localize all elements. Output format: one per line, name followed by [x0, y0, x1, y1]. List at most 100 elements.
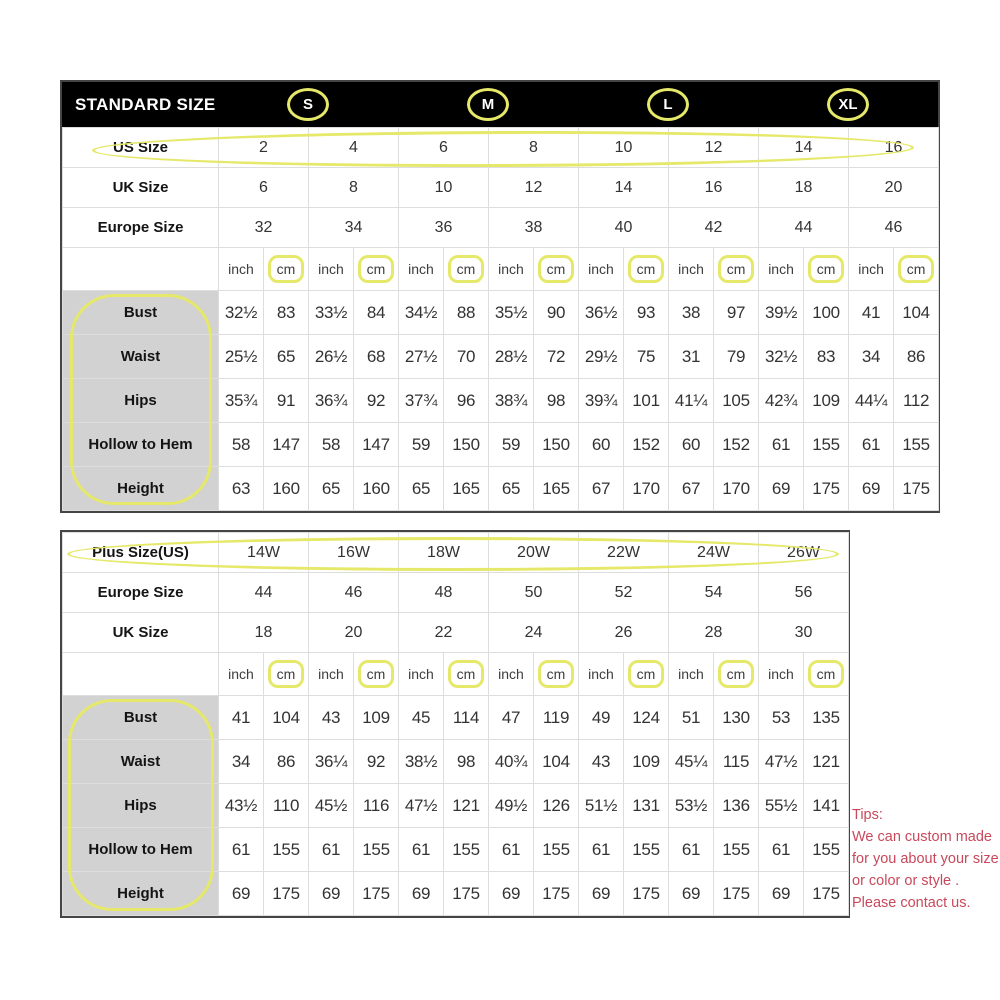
unit-cm-highlight-chip: cm	[357, 255, 395, 283]
row-label: UK Size	[62, 612, 219, 653]
table-cell: 39½	[758, 290, 805, 335]
unit-inch-cell: inch	[308, 247, 354, 291]
table-cell: 58	[308, 422, 354, 467]
table-cell: 90	[533, 290, 579, 335]
table-cell: 26½	[308, 334, 354, 379]
plus-size-table: Plus Size(US) 14W 16W 18W 20W 22W 24W 26W Europe…	[60, 530, 850, 918]
table-cell: 69	[758, 466, 805, 511]
table-cell: 61	[488, 827, 534, 872]
table-cell: 69	[668, 871, 714, 916]
table-cell: 35¾	[218, 378, 264, 423]
table-cell: 25½	[218, 334, 264, 379]
table-cell: 155	[533, 827, 579, 872]
table-cell: 42¾	[758, 378, 805, 423]
size-group-s: S	[218, 82, 398, 127]
unit-cm-cell: cm	[353, 652, 399, 696]
unit-inch-label: inch	[678, 666, 704, 682]
table-cell: 115	[713, 739, 759, 784]
table-cell: 36¾	[308, 378, 354, 423]
unit-inch-label: inch	[318, 666, 344, 682]
table-cell: 36	[398, 207, 489, 248]
table-cell: 32	[218, 207, 309, 248]
unit-cm-highlight-chip: cm	[537, 255, 575, 283]
table-cell: 45½	[308, 783, 354, 828]
table-cell: 8	[488, 127, 579, 168]
table-cell: 69	[308, 871, 354, 916]
table-cell: 43½	[218, 783, 264, 828]
unit-row-label-empty	[62, 247, 219, 291]
unit-cm-highlight-chip: cm	[717, 660, 755, 688]
unit-cm-highlight-chip: cm	[627, 660, 665, 688]
table-cell: 91	[263, 378, 309, 423]
table-cell: 45¼	[668, 739, 714, 784]
table-cell: 34	[848, 334, 895, 379]
table-cell: 109	[623, 739, 669, 784]
table-cell: 65	[488, 466, 534, 511]
row-label: Europe Size	[62, 572, 219, 613]
table-cell: 100	[803, 290, 850, 335]
unit-cm-cell: cm	[893, 247, 940, 291]
unit-cm-highlight-chip: cm	[537, 660, 575, 688]
table-cell: 61	[308, 827, 354, 872]
unit-inch-cell: inch	[218, 247, 264, 291]
unit-cm-highlight-chip: cm	[357, 660, 395, 688]
table-cell: 41	[848, 290, 895, 335]
unit-inch-cell: inch	[488, 652, 534, 696]
table-cell: 37¾	[398, 378, 444, 423]
row-label: US Size	[62, 127, 219, 168]
table-cell: 47½	[398, 783, 444, 828]
table-cell: 175	[533, 871, 579, 916]
table-cell: 61	[398, 827, 444, 872]
unit-inch-label: inch	[498, 261, 524, 277]
standard-size-grid: US Size 2 4 6 8 10 12 14 16 UK Size 6 8 10 12 14 16 18 20…	[62, 127, 940, 511]
table-cell: 38½	[398, 739, 444, 784]
unit-inch-label: inch	[768, 666, 794, 682]
table-cell: 38	[488, 207, 579, 248]
table-cell: 155	[623, 827, 669, 872]
table-cell: 29½	[578, 334, 624, 379]
table-cell: 114	[443, 695, 489, 740]
table-cell: 16W	[308, 532, 399, 573]
unit-cm-highlight-chip: cm	[807, 660, 845, 688]
unit-cm-highlight-chip: cm	[447, 255, 485, 283]
table-cell: 44	[218, 572, 309, 613]
table-cell: 34	[218, 739, 264, 784]
unit-cm-highlight-chip: cm	[717, 255, 755, 283]
table-cell: 34½	[398, 290, 444, 335]
row-label: Hips	[62, 378, 219, 423]
unit-inch-cell: inch	[848, 247, 895, 291]
table-cell: 109	[353, 695, 399, 740]
size-group-l: L	[578, 82, 758, 127]
table-cell: 27½	[398, 334, 444, 379]
unit-cm-cell: cm	[622, 247, 670, 291]
table-cell: 49½	[488, 783, 534, 828]
table-cell: 147	[263, 422, 309, 467]
table-cell: 68	[353, 334, 399, 379]
table-cell: 61	[848, 422, 895, 467]
table-cell: 60	[668, 422, 715, 467]
table-cell: 65	[398, 466, 444, 511]
row-label: Hollow to Hem	[62, 422, 219, 467]
table-cell: 92	[353, 739, 399, 784]
table-cell: 28½	[488, 334, 534, 379]
table-cell: 150	[533, 422, 579, 467]
table-cell: 165	[533, 466, 579, 511]
unit-inch-label: inch	[768, 261, 794, 277]
table-cell: 18	[758, 167, 850, 208]
table-cell: 41¼	[668, 378, 715, 423]
unit-inch-cell: inch	[398, 247, 444, 291]
table-cell: 69	[578, 871, 624, 916]
table-cell: 35½	[488, 290, 534, 335]
table-cell: 49	[578, 695, 624, 740]
table-cell: 175	[893, 466, 940, 511]
table-cell: 155	[263, 827, 309, 872]
unit-inch-label: inch	[678, 261, 704, 277]
unit-cm-cell: cm	[803, 247, 850, 291]
row-label: Hollow to Hem	[62, 827, 219, 872]
unit-inch-label: inch	[228, 261, 254, 277]
table-cell: 61	[758, 827, 804, 872]
row-label: Height	[62, 871, 219, 916]
table-cell: 86	[263, 739, 309, 784]
table-cell: 165	[443, 466, 489, 511]
tips-line: for you about your size	[852, 851, 999, 867]
